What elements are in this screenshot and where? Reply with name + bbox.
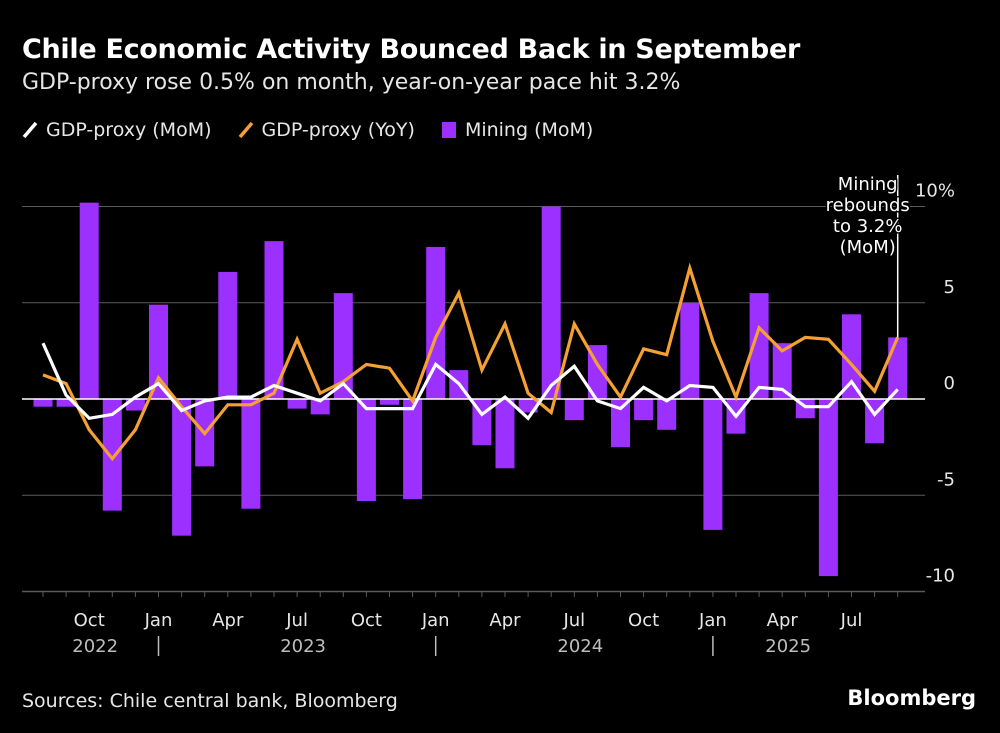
mining-bar <box>587 345 607 399</box>
source-note: Sources: Chile central bank, Bloomberg <box>22 690 398 712</box>
x-tick-label: Oct <box>351 610 382 631</box>
x-tick-label: Jan <box>698 610 727 631</box>
y-tick-label: 10% <box>915 181 955 202</box>
x-tick-label: Oct <box>74 610 105 631</box>
year-label: 2025 <box>765 636 811 657</box>
mining-bar <box>356 399 376 502</box>
mining-bar <box>495 399 515 469</box>
mining-bar <box>772 343 792 399</box>
annotation-text: rebounds <box>826 195 910 216</box>
annotation-text: (MoM) <box>840 237 896 258</box>
mining-bar <box>426 246 446 399</box>
mining-bar <box>380 399 399 405</box>
mining-bar <box>842 314 861 399</box>
legend-item-mining: Mining (MoM) <box>441 119 593 141</box>
legend-label: GDP-proxy (MoM) <box>46 119 212 141</box>
bloomberg-logo: Bloomberg <box>847 686 976 710</box>
mining-bar <box>79 202 99 399</box>
mom-line <box>41 342 899 421</box>
chart-title: Chile Economic Activity Bounced Back in … <box>22 34 800 65</box>
mining-bar <box>749 293 769 399</box>
y-tick-label: -10 <box>926 566 955 587</box>
mining-bar <box>541 206 561 399</box>
mining-bar <box>865 399 885 444</box>
mining-bar <box>264 241 284 399</box>
line-swatch-icon <box>238 121 253 139</box>
x-tick-label: Jul <box>285 610 308 631</box>
mining-bar <box>472 399 492 446</box>
mining-bar <box>195 399 215 467</box>
mining-bar <box>102 399 122 511</box>
mining-bar <box>241 399 261 509</box>
mining-bar <box>172 399 192 536</box>
x-tick-label: Oct <box>628 610 659 631</box>
year-label: 2023 <box>280 636 326 657</box>
mining-bar <box>33 399 53 407</box>
mining-bar <box>818 399 838 577</box>
mining-bar <box>56 399 76 407</box>
legend-item-mom: GDP-proxy (MoM) <box>22 119 212 141</box>
mining-bar <box>149 304 168 399</box>
y-tick-label: 5 <box>944 277 955 298</box>
chart-subtitle: GDP-proxy rose 0.5% on month, year-on-ye… <box>22 70 681 95</box>
mining-bar <box>611 399 630 448</box>
x-tick-label: Jan <box>421 610 450 631</box>
mining-bar <box>449 370 469 399</box>
mining-bar <box>287 399 307 409</box>
legend-item-yoy: GDP-proxy (YoY) <box>238 119 415 141</box>
y-tick-label: 0 <box>944 373 955 394</box>
mining-bar <box>310 399 330 415</box>
mining-bar <box>795 399 815 419</box>
y-tick-label: -5 <box>937 469 955 490</box>
x-tick-label: Jul <box>840 610 863 631</box>
legend-label: Mining (MoM) <box>464 119 594 141</box>
annotation-text: Mining <box>838 174 898 195</box>
mining-bar <box>518 399 538 413</box>
annotation-text: to 3.2% <box>833 216 903 237</box>
mining-bar <box>333 293 353 399</box>
mining-bar <box>888 337 908 399</box>
x-tick-label: Apr <box>767 610 799 631</box>
yoy-line <box>42 262 900 462</box>
legend-label: GDP-proxy (YoY) <box>261 119 415 141</box>
mining-bar <box>564 399 584 421</box>
x-tick-label: Jul <box>562 610 585 631</box>
mining-bar <box>680 302 700 399</box>
year-label: 2022 <box>72 636 118 657</box>
mining-bar <box>634 399 654 421</box>
bar-swatch-icon <box>441 122 456 138</box>
line-swatch-icon <box>22 121 38 139</box>
legend: GDP-proxy (MoM) GDP-proxy (YoY) Mining (… <box>22 119 593 141</box>
mining-bar <box>726 399 746 434</box>
mining-bar <box>657 399 677 430</box>
mining-bar <box>703 399 723 530</box>
mining-bar <box>125 399 145 411</box>
mining-bar <box>403 399 423 500</box>
x-tick-label: Apr <box>212 610 244 631</box>
mining-bar <box>218 271 238 399</box>
x-tick-label: Apr <box>489 610 521 631</box>
year-label: 2024 <box>557 636 603 657</box>
x-tick-label: Jan <box>144 610 173 631</box>
